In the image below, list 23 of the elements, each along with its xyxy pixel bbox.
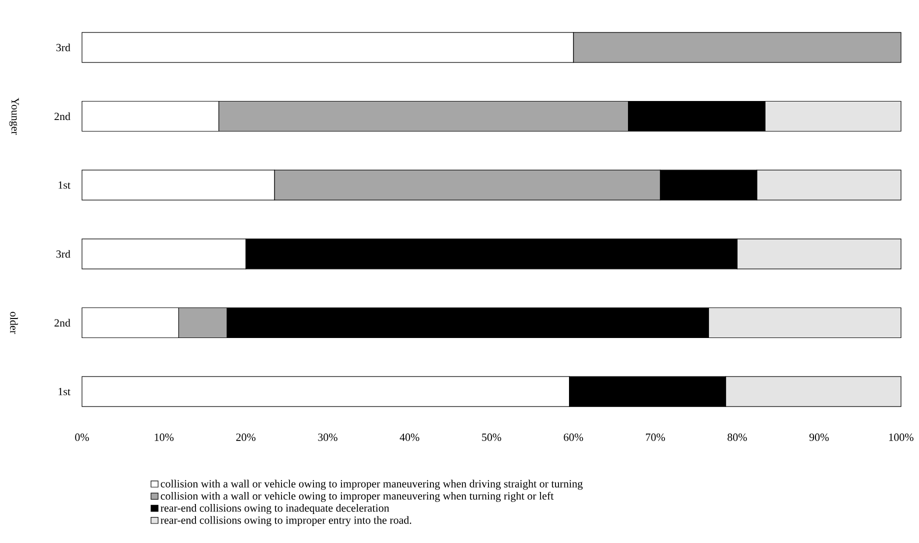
y-tick-label: 1st — [58, 388, 70, 396]
x-tick-label: 50% — [482, 434, 502, 441]
text: older — [10, 312, 18, 334]
y-tick-label: 3rd — [56, 44, 70, 52]
legend-label: collision with a wall or vehicle owing to improper maneuvering when turning right or left — [160, 492, 554, 502]
x-tick-label: 60% — [564, 434, 584, 441]
x-tick-label: 20% — [236, 434, 256, 441]
x-tick-label: 90% — [809, 434, 829, 441]
legend-label: rear-end collisions owing to inadequate deceleration — [160, 504, 390, 514]
legend-label: rear-end collisions owing to improper entry into the road. — [160, 516, 412, 526]
x-tick-label: 70% — [646, 434, 665, 441]
x-tick-label: 30% — [318, 434, 338, 441]
x-tick-label: 100% — [889, 434, 914, 441]
x-tick-label: 40% — [400, 434, 420, 441]
x-tick-label: 80% — [728, 434, 747, 441]
y-tick-label: 3rd — [56, 250, 70, 258]
y-tick-label: 2nd — [54, 318, 70, 327]
legend-label: collision with a wall or vehicle owing to improper maneuvering when driving straight or turning — [160, 480, 583, 490]
x-tick-label: 10% — [154, 434, 174, 441]
x-tick-label: 0% — [75, 434, 89, 441]
y-tick-label: 1st — [58, 181, 70, 189]
y-tick-label: 2nd — [54, 112, 70, 120]
text: Younger — [9, 98, 19, 135]
